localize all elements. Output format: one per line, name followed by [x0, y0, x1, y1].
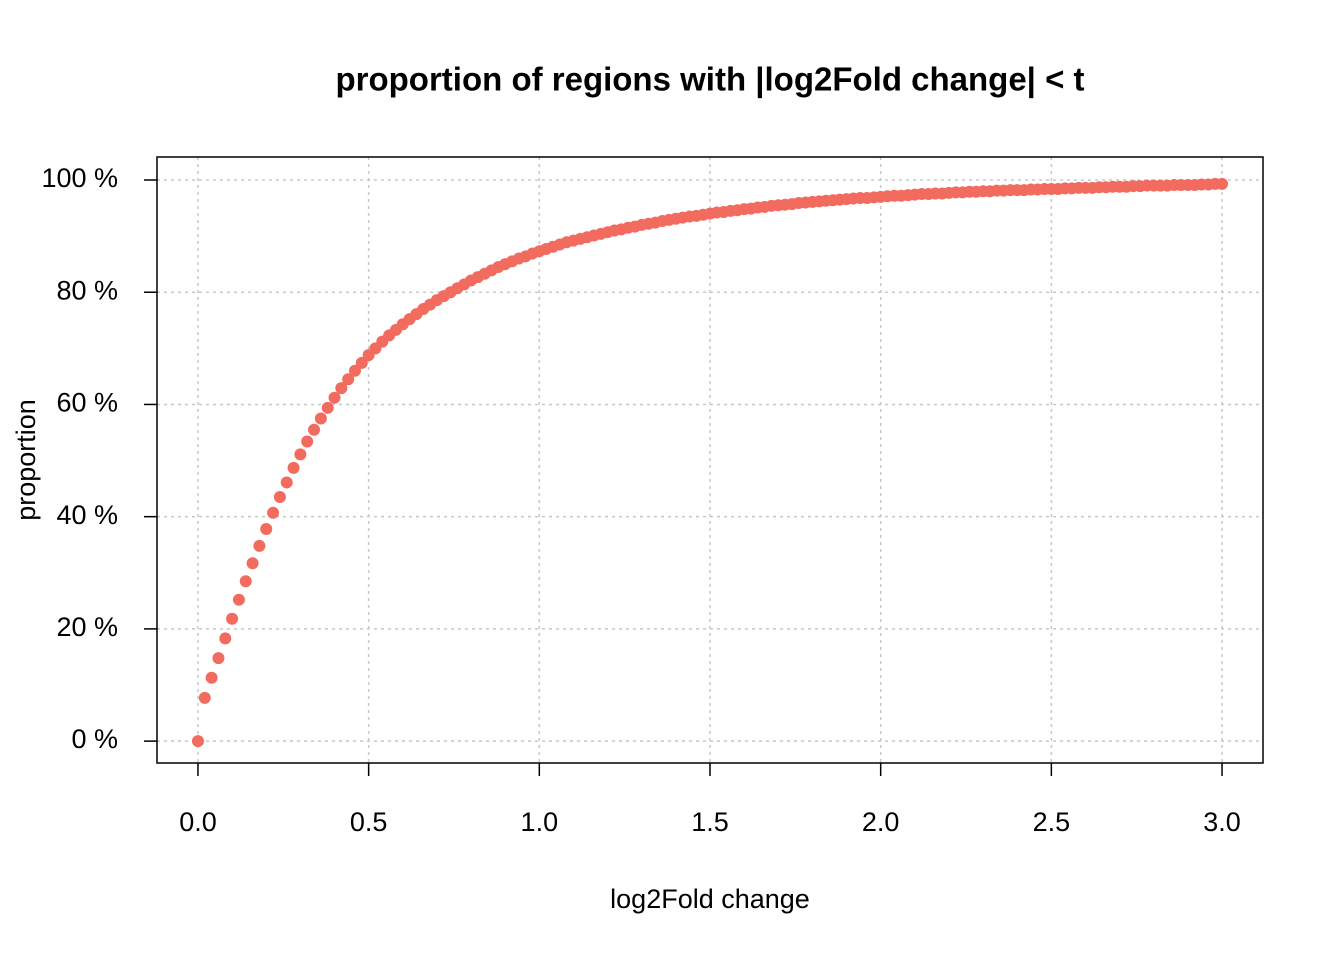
point — [198, 691, 211, 704]
point — [328, 391, 341, 404]
point — [219, 632, 232, 645]
point — [226, 612, 239, 625]
point — [287, 461, 300, 474]
x-axis-label: log2Fold change — [610, 884, 810, 914]
point — [321, 401, 334, 414]
point — [280, 476, 293, 489]
point — [205, 671, 218, 684]
y-tick-label: 40 % — [56, 500, 118, 530]
y-axis-label: proportion — [11, 399, 41, 521]
x-tick-label: 1.0 — [521, 807, 559, 837]
point — [335, 382, 348, 395]
point — [342, 373, 355, 386]
point — [355, 356, 368, 369]
point — [314, 412, 327, 425]
plot-frame — [156, 156, 1264, 764]
y-tick-label: 0 % — [71, 724, 118, 754]
point — [212, 652, 225, 665]
x-tick-label: 0.0 — [179, 807, 217, 837]
y-tick-label: 20 % — [56, 612, 118, 642]
chart-title: proportion of regions with |log2Fold cha… — [335, 61, 1084, 98]
x-tick-label: 0.5 — [350, 807, 388, 837]
point — [308, 423, 321, 436]
x-tick-label: 2.0 — [862, 807, 900, 837]
x-tick-label: 2.5 — [1033, 807, 1071, 837]
point — [260, 523, 273, 536]
point — [267, 506, 280, 519]
point — [301, 435, 314, 448]
point — [273, 491, 286, 504]
point — [348, 364, 361, 377]
y-tick-label: 60 % — [56, 388, 118, 418]
point — [239, 575, 252, 588]
y-tick-label: 100 % — [41, 163, 118, 193]
point — [294, 448, 307, 461]
x-tick-label: 1.5 — [691, 807, 729, 837]
point — [232, 593, 245, 606]
point — [246, 557, 259, 570]
point — [253, 539, 266, 552]
x-tick-label: 3.0 — [1203, 807, 1241, 837]
point — [1216, 177, 1229, 190]
y-tick-label: 80 % — [56, 275, 118, 305]
point — [191, 735, 204, 748]
